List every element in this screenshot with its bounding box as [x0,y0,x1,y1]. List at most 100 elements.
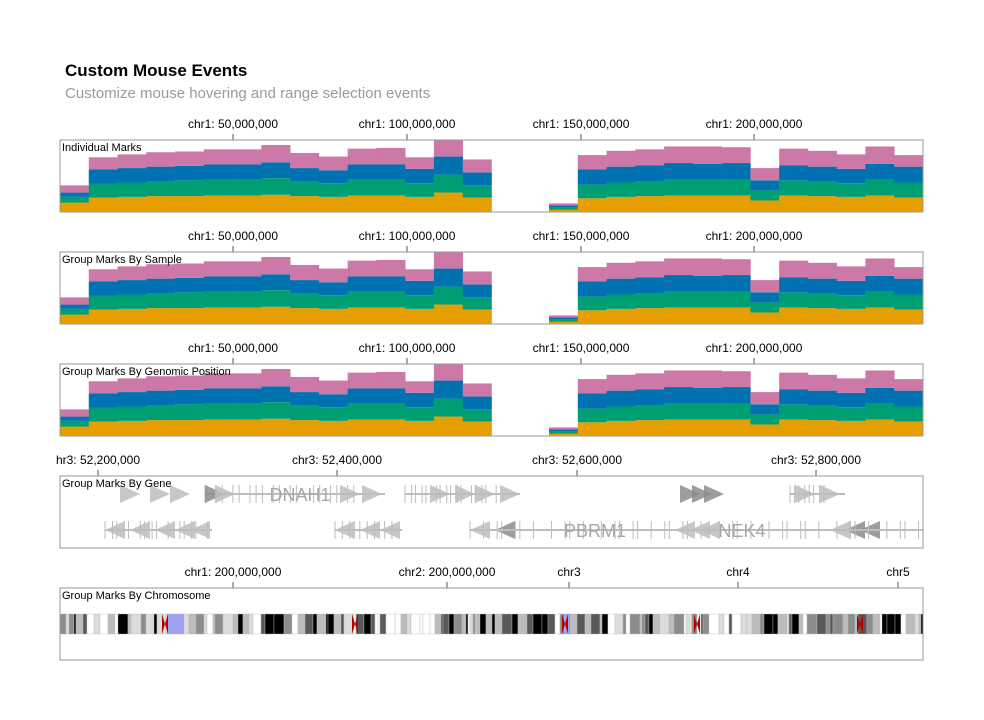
bar-segment[interactable] [836,280,866,296]
bar-segment[interactable] [232,179,262,196]
bar-segment[interactable] [549,205,579,208]
bar-segment[interactable] [88,393,118,408]
bar-segment[interactable] [146,181,176,197]
bar-segment[interactable] [290,152,320,169]
bar-segment[interactable] [664,195,694,212]
bar-segment[interactable] [894,421,924,436]
bar-segment[interactable] [318,295,348,309]
bar-segment[interactable] [750,392,780,405]
bar-segment[interactable] [664,307,694,324]
bar-segment[interactable] [664,146,694,164]
bar-segment[interactable] [405,269,435,281]
bar-segment[interactable] [60,202,90,212]
bar-segment[interactable] [232,291,262,308]
bar-segment[interactable] [146,264,176,279]
bar-segment[interactable] [347,372,377,389]
bar-segment[interactable] [347,260,377,277]
bar-segment[interactable] [376,147,406,165]
bar-segment[interactable] [232,373,262,389]
bar-segment[interactable] [290,308,320,324]
bar-segment[interactable] [606,390,636,407]
bar-segment[interactable] [462,185,492,198]
bar-segment[interactable] [894,166,924,183]
bar-segment[interactable] [433,364,464,381]
bar-segment[interactable] [88,197,118,212]
bar-segment[interactable] [721,259,751,276]
bar-segment[interactable] [203,388,233,404]
bar-segment[interactable] [549,321,579,324]
bar-segment[interactable] [146,293,176,309]
bar-segment[interactable] [433,286,464,305]
strand-arrow[interactable] [340,485,360,503]
bar-segment[interactable] [549,317,579,320]
bar-segment[interactable] [664,403,694,420]
bar-segment[interactable] [318,308,348,324]
bar-segment[interactable] [692,403,722,420]
bar-segment[interactable] [203,291,233,308]
bar-segment[interactable] [577,379,607,394]
bar-segment[interactable] [290,420,320,436]
bar-segment[interactable] [175,263,205,278]
bar-segment[interactable] [750,404,780,415]
bar-segment[interactable] [635,389,665,406]
bar-segment[interactable] [60,196,90,203]
bar-segment[interactable] [347,164,377,180]
bar-segment[interactable] [261,162,291,179]
bar-segment[interactable] [88,269,118,282]
bar-segment[interactable] [117,168,147,183]
bar-segment[interactable] [894,390,924,407]
bar-segment[interactable] [779,195,809,212]
bar-segment[interactable] [117,266,147,281]
individual-marks-bars[interactable] [60,140,924,212]
bar-segment[interactable] [203,276,233,292]
bar-segment[interactable] [347,307,377,324]
bar-segment[interactable] [807,420,837,436]
bar-segment[interactable] [692,419,722,436]
bar-segment[interactable] [549,433,579,436]
bar-segment[interactable] [750,200,780,212]
bar-segment[interactable] [88,281,118,296]
bar-segment[interactable] [347,148,377,165]
bar-segment[interactable] [721,419,751,436]
bar-segment[interactable] [433,416,464,436]
bar-segment[interactable] [635,181,665,197]
bar-segment[interactable] [865,195,895,212]
bar-segment[interactable] [865,275,895,292]
bar-segment[interactable] [232,149,262,165]
bar-segment[interactable] [894,379,924,391]
bar-segment[interactable] [606,166,636,183]
bar-segment[interactable] [433,304,464,324]
bar-segment[interactable] [750,424,780,436]
bar-segment[interactable] [290,264,320,281]
bar-segment[interactable] [175,196,205,212]
strand-arrow[interactable] [820,485,840,503]
bar-segment[interactable] [318,420,348,436]
bar-segment[interactable] [232,164,262,180]
bar-segment[interactable] [117,420,147,436]
bar-segment[interactable] [779,277,809,293]
bar-segment[interactable] [836,378,866,393]
bar-segment[interactable] [462,172,492,186]
ideogram-bands[interactable] [59,613,924,635]
bar-segment[interactable] [865,403,895,420]
bar-segment[interactable] [836,308,866,324]
bar-segment[interactable] [433,140,464,157]
bar-segment[interactable] [894,406,924,422]
bar-segment[interactable] [203,164,233,180]
bar-segment[interactable] [60,308,90,315]
bar-segment[interactable] [433,380,464,399]
bar-segment[interactable] [290,280,320,294]
bar-segment[interactable] [347,179,377,196]
bar-segment[interactable] [721,147,751,164]
bar-segment[interactable] [865,291,895,308]
bar-segment[interactable] [117,406,147,421]
bar-segment[interactable] [807,262,837,279]
strand-arrow[interactable] [692,485,712,503]
bar-segment[interactable] [779,148,809,166]
bar-segment[interactable] [290,376,320,393]
bar-segment[interactable] [635,308,665,324]
bar-segment[interactable] [721,403,751,420]
strand-arrow[interactable] [680,485,700,503]
bar-segment[interactable] [462,396,492,410]
bar-segment[interactable] [88,381,118,394]
